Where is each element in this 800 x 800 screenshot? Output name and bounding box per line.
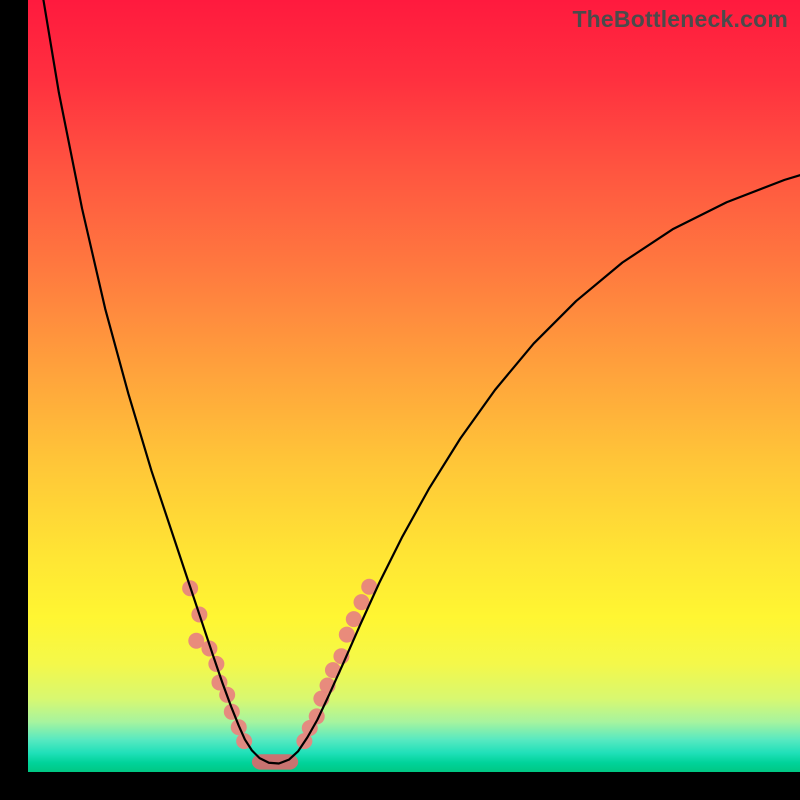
bottleneck-curve: [43, 0, 800, 764]
markers-group: [182, 579, 377, 770]
watermark-text: TheBottleneck.com: [572, 6, 788, 33]
plot-area: [28, 0, 800, 772]
curve-layer: [28, 0, 800, 772]
chart-frame: TheBottleneck.com: [0, 0, 800, 800]
